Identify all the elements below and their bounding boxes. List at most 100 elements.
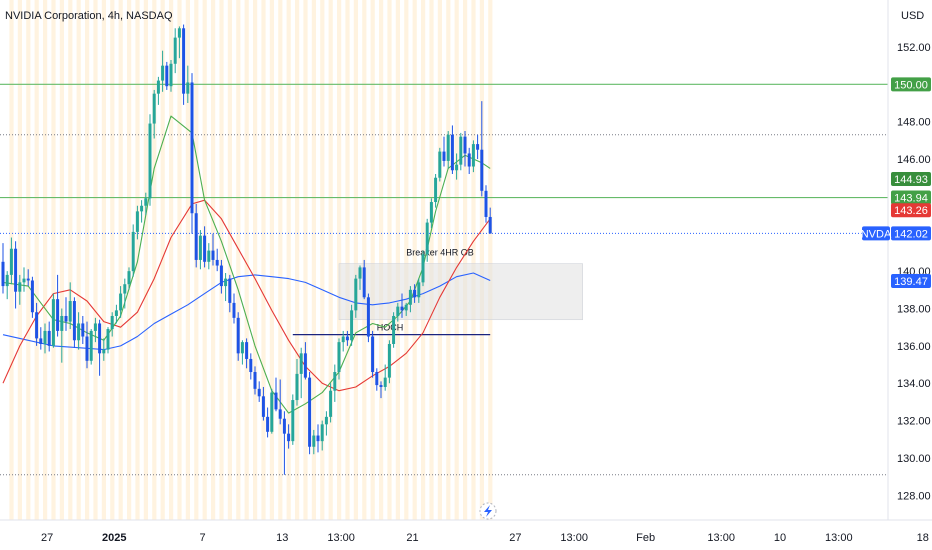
candle[interactable]: [476, 134, 480, 160]
candle[interactable]: [1, 243, 5, 294]
candle[interactable]: [400, 293, 404, 318]
candle[interactable]: [228, 274, 232, 313]
candle[interactable]: [98, 319, 102, 376]
candle[interactable]: [18, 274, 22, 305]
candle[interactable]: [5, 271, 9, 300]
candle[interactable]: [438, 147, 442, 182]
candle[interactable]: [484, 185, 488, 223]
price-badge[interactable]: 143.94: [891, 190, 931, 205]
candle[interactable]: [421, 250, 425, 287]
candle[interactable]: [144, 192, 148, 216]
candle[interactable]: [358, 265, 362, 290]
candle[interactable]: [480, 101, 484, 197]
price-badge[interactable]: 139.47: [891, 274, 931, 289]
candle[interactable]: [152, 89, 156, 139]
candle[interactable]: [278, 379, 282, 425]
candle[interactable]: [308, 372, 312, 455]
candle[interactable]: [341, 330, 345, 352]
candle[interactable]: [156, 76, 160, 105]
candle[interactable]: [266, 407, 270, 438]
candle[interactable]: [362, 259, 366, 300]
candle[interactable]: [366, 293, 370, 343]
candle[interactable]: [190, 73, 194, 234]
candle[interactable]: [455, 153, 459, 180]
candle[interactable]: [413, 284, 417, 303]
candle[interactable]: [375, 368, 379, 391]
price-badge[interactable]: 144.93: [891, 172, 931, 187]
candle[interactable]: [35, 302, 39, 346]
candle[interactable]: [161, 50, 165, 92]
candle[interactable]: [429, 198, 433, 229]
candle[interactable]: [312, 429, 316, 455]
candle[interactable]: [9, 237, 13, 285]
candle[interactable]: [215, 248, 219, 272]
candle[interactable]: [249, 353, 253, 380]
ma-mid-line[interactable]: [2, 199, 491, 392]
symbol-tag[interactable]: NVDA: [861, 226, 892, 241]
candle[interactable]: [467, 147, 471, 174]
candle[interactable]: [303, 342, 307, 380]
candle[interactable]: [131, 224, 135, 277]
candle[interactable]: [169, 60, 173, 92]
candle[interactable]: [93, 317, 97, 343]
candle[interactable]: [39, 327, 43, 350]
breaker-zone[interactable]: [338, 263, 583, 321]
candle[interactable]: [240, 340, 244, 365]
price-badge[interactable]: 142.02: [891, 226, 931, 241]
candle[interactable]: [463, 131, 467, 167]
candle[interactable]: [219, 259, 223, 294]
candle[interactable]: [56, 274, 60, 337]
candle[interactable]: [30, 276, 34, 318]
candle[interactable]: [383, 364, 387, 391]
candle[interactable]: [173, 28, 177, 74]
candle[interactable]: [295, 358, 299, 406]
candle[interactable]: [434, 174, 438, 208]
candle[interactable]: [51, 293, 55, 348]
candle[interactable]: [329, 383, 333, 423]
candle[interactable]: [14, 241, 18, 309]
candle[interactable]: [203, 226, 207, 268]
candle[interactable]: [232, 293, 236, 324]
candle[interactable]: [26, 269, 30, 287]
candle[interactable]: [425, 218, 429, 262]
candle[interactable]: [89, 329, 93, 365]
candle[interactable]: [387, 340, 391, 384]
candle[interactable]: [148, 114, 152, 206]
candle[interactable]: [236, 312, 240, 361]
candle[interactable]: [211, 233, 215, 266]
candle[interactable]: [316, 424, 320, 453]
candle[interactable]: [47, 321, 51, 352]
candle[interactable]: [396, 302, 400, 322]
candle[interactable]: [253, 366, 257, 395]
candle[interactable]: [379, 381, 383, 399]
price-badge[interactable]: 143.26: [891, 203, 931, 218]
candle[interactable]: [119, 286, 123, 318]
candle[interactable]: [194, 203, 198, 268]
candle[interactable]: [22, 267, 26, 292]
candle[interactable]: [442, 136, 446, 167]
candle[interactable]: [102, 338, 106, 361]
candle[interactable]: [182, 24, 186, 105]
candle[interactable]: [43, 323, 47, 354]
candle[interactable]: [257, 381, 261, 402]
candle[interactable]: [140, 200, 144, 223]
candle[interactable]: [68, 282, 72, 330]
candle[interactable]: [64, 297, 68, 331]
candle[interactable]: [110, 312, 114, 337]
candle[interactable]: [450, 125, 454, 174]
candle[interactable]: [345, 330, 349, 346]
candle[interactable]: [320, 420, 324, 451]
candle[interactable]: [198, 230, 202, 270]
candle[interactable]: [77, 312, 81, 350]
candle[interactable]: [123, 278, 127, 309]
candle[interactable]: [274, 377, 278, 412]
candle[interactable]: [287, 424, 291, 449]
candle[interactable]: [354, 274, 358, 318]
currency-label[interactable]: USD: [901, 10, 924, 22]
candle[interactable]: [291, 394, 295, 445]
candle[interactable]: [207, 243, 211, 270]
candle[interactable]: [224, 273, 228, 302]
price-badge[interactable]: 150.00: [891, 77, 931, 92]
candle[interactable]: [371, 330, 375, 378]
